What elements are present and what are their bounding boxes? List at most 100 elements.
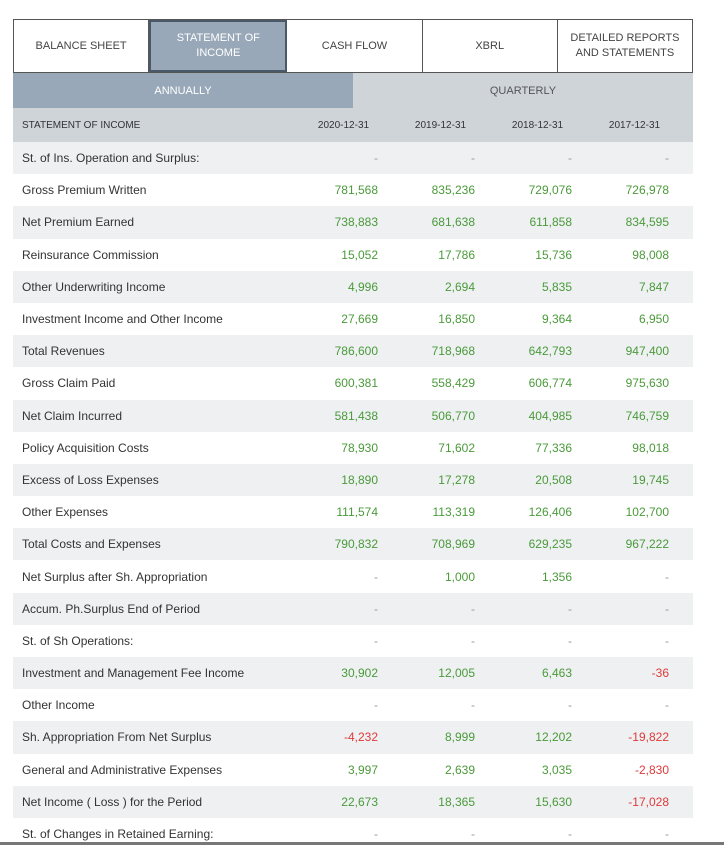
row-label: General and Administrative Expenses xyxy=(22,762,223,777)
value-cell: - xyxy=(374,698,378,713)
row-label: Investment Income and Other Income xyxy=(22,312,223,327)
value-cell: 6,463 xyxy=(541,666,572,681)
value-cell: 738,883 xyxy=(334,215,378,230)
row-label: Net Income ( Loss ) for the Period xyxy=(22,794,203,809)
value-cell: 746,759 xyxy=(625,408,669,423)
period-toggle: ANNUALLY QUARTERLY xyxy=(13,73,693,108)
value-cell: 111,574 xyxy=(336,505,378,520)
tab-cash-flow[interactable]: CASH FLOW xyxy=(287,20,423,72)
table-header-label: STATEMENT OF INCOME xyxy=(22,119,141,131)
row-label: Sh. Appropriation From Net Surplus xyxy=(22,730,212,745)
value-cell: 967,222 xyxy=(625,537,669,552)
value-cell: 98,008 xyxy=(632,247,669,262)
value-cell: 642,793 xyxy=(528,344,572,359)
table-row: Other Income - - - - xyxy=(13,689,693,722)
value-cell: - xyxy=(471,633,475,648)
value-cell: 18,890 xyxy=(341,472,378,487)
row-label: Investment and Management Fee Income xyxy=(22,666,245,681)
value-cell: 4,996 xyxy=(347,279,378,294)
value-cell: 790,832 xyxy=(334,537,378,552)
row-label: Other Income xyxy=(22,698,95,713)
value-cell: 718,968 xyxy=(431,344,475,359)
value-cell: -4,232 xyxy=(343,730,378,745)
value-cell: - xyxy=(568,601,572,616)
table-row: St. of Changes in Retained Earning: - - - - xyxy=(13,817,693,850)
value-cell: 581,438 xyxy=(334,408,378,423)
table-row: Other Underwriting Income 4,996 2,694 5,835… xyxy=(13,270,693,303)
value-cell: 2,694 xyxy=(444,279,475,294)
value-cell: 558,429 xyxy=(431,376,475,391)
value-cell: 6,950 xyxy=(638,312,669,327)
value-cell: 681,638 xyxy=(431,215,475,230)
quarterly-toggle[interactable]: QUARTERLY xyxy=(353,73,693,108)
value-cell: 5,835 xyxy=(541,279,572,294)
bottom-divider xyxy=(0,842,724,845)
value-cell: 726,978 xyxy=(625,183,669,198)
table-row: St. of Ins. Operation and Surplus: - - - - xyxy=(13,142,693,175)
value-cell: 975,630 xyxy=(625,376,669,391)
table-row: Net Claim Incurred 581,438 506,770 404,985 7… xyxy=(13,399,693,432)
value-cell: - xyxy=(471,601,475,616)
value-cell: 12,005 xyxy=(438,666,475,681)
row-label: Net Premium Earned xyxy=(22,215,135,230)
annually-toggle[interactable]: ANNUALLY xyxy=(13,73,353,108)
table-row: Net Income ( Loss ) for the Period 22,673… xyxy=(13,785,693,818)
value-cell: 1,356 xyxy=(541,569,572,584)
table-row: Total Costs and Expenses 790,832 708,969 62… xyxy=(13,528,693,561)
value-cell: - xyxy=(568,698,572,713)
tab-detailed-reports[interactable]: DETAILED REPORTS AND STATEMENTS xyxy=(570,32,680,59)
row-label: Net Claim Incurred xyxy=(22,408,123,423)
value-cell: 18,365 xyxy=(438,794,475,809)
value-cell: 20,508 xyxy=(535,472,572,487)
table-row: Net Surplus after Sh. Appropriation - 1,00… xyxy=(13,560,693,593)
value-cell: 1,000 xyxy=(444,569,475,584)
value-cell: 113,319 xyxy=(432,505,476,520)
table-row: Policy Acquisition Costs 78,930 71,602 77,3… xyxy=(13,431,693,464)
column-header: 2017-12-31 xyxy=(608,119,661,131)
row-label: Accum. Ph.Surplus End of Period xyxy=(22,601,201,616)
value-cell: 17,786 xyxy=(438,247,475,262)
table-row: St. of Sh Operations: - - - - xyxy=(13,624,693,657)
value-cell: 17,278 xyxy=(438,472,475,487)
table-row: Excess of Loss Expenses 18,890 17,278 20,50… xyxy=(13,463,693,497)
row-label: St. of Sh Operations: xyxy=(22,633,134,648)
tab-statement-of-income[interactable]: STATEMENT OF INCOME xyxy=(149,20,288,72)
value-cell: - xyxy=(665,151,669,166)
table-row: Investment Income and Other Income 27,669… xyxy=(13,302,693,336)
value-cell: - xyxy=(374,151,378,166)
value-cell: 126,406 xyxy=(528,505,572,520)
table-header-row: STATEMENT OF INCOME 2020-12-31 2019-12-3… xyxy=(13,108,693,142)
tab-balance-sheet[interactable]: BALANCE SHEET xyxy=(14,20,150,72)
value-cell: 506,770 xyxy=(431,408,475,423)
value-cell: 12,202 xyxy=(535,730,572,745)
table-row: Total Revenues 786,600 718,968 642,793 947,4… xyxy=(13,335,693,368)
value-cell: - xyxy=(471,698,475,713)
value-cell: 606,774 xyxy=(528,376,572,391)
value-cell: - xyxy=(374,601,378,616)
value-cell: 102,700 xyxy=(625,505,669,520)
row-label: St. of Changes in Retained Earning: xyxy=(22,827,214,842)
row-label: Gross Claim Paid xyxy=(22,376,116,391)
column-header: 2020-12-31 xyxy=(317,119,370,131)
value-cell: 947,400 xyxy=(625,344,669,359)
table-row: Other Expenses 111,574 113,319 126,406 102,7… xyxy=(13,496,693,529)
row-label: Gross Premium Written xyxy=(22,183,147,198)
value-cell: 3,997 xyxy=(347,762,378,777)
value-cell: 8,999 xyxy=(444,730,475,745)
value-cell: 77,336 xyxy=(535,440,572,455)
value-cell: 15,052 xyxy=(341,247,378,262)
value-cell: -36 xyxy=(651,666,669,681)
row-label: Policy Acquisition Costs xyxy=(22,440,149,455)
value-cell: 708,969 xyxy=(431,537,475,552)
report-tabs: BALANCE SHEET STATEMENT OF INCOME CASH F… xyxy=(13,19,693,73)
table-row: Reinsurance Commission 15,052 17,786 15,736… xyxy=(13,238,693,271)
table-row: Sh. Appropriation From Net Surplus -4,232… xyxy=(13,721,693,754)
value-cell: 404,985 xyxy=(528,408,572,423)
column-header: 2018-12-31 xyxy=(511,119,564,131)
tab-xbrl[interactable]: XBRL xyxy=(423,20,558,72)
row-label: Total Revenues xyxy=(22,344,105,359)
table-row: Gross Premium Written 781,568 835,236 729,0… xyxy=(13,174,693,207)
value-cell: 16,850 xyxy=(438,312,475,327)
value-cell: 9,364 xyxy=(541,312,572,327)
value-cell: - xyxy=(665,633,669,648)
